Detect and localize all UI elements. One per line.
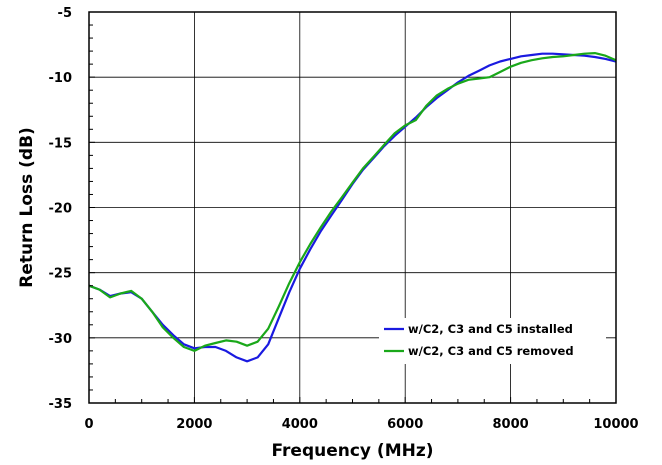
legend-label-installed: w/C2, C3 and C5 installed	[408, 322, 573, 336]
x-tick-label: 6000	[387, 417, 423, 432]
axis-ticks	[88, 11, 617, 404]
x-tick-label: 4000	[282, 417, 318, 432]
legend-box	[379, 318, 606, 364]
legend: w/C2, C3 and C5 installed w/C2, C3 and C…	[379, 318, 606, 364]
legend-label-removed: w/C2, C3 and C5 removed	[408, 344, 574, 358]
y-tick-label: -5	[58, 6, 72, 21]
y-tick-label: -25	[49, 267, 73, 282]
series-line-1	[88, 51, 617, 352]
y-tick-label: -35	[49, 397, 73, 412]
x-axis-title: Frequency (MHz)	[272, 441, 434, 461]
x-tick-label: 0	[84, 417, 93, 432]
series-lines	[88, 51, 617, 363]
x-tick-label: 8000	[493, 417, 529, 432]
y-tick-labels: -5 -10 -15 -20 -25 -30 -35	[49, 6, 73, 412]
y-axis-title: Return Loss (dB)	[17, 127, 37, 288]
y-tick-label: -20	[49, 202, 73, 217]
x-tick-label: 2000	[176, 417, 212, 432]
y-tick-label: -10	[49, 71, 73, 86]
x-tick-label: 10000	[593, 417, 638, 432]
y-tick-label: -15	[49, 136, 73, 151]
x-tick-labels: 0 2000 4000 6000 8000 10000	[84, 417, 638, 432]
y-tick-label: -30	[49, 332, 73, 347]
